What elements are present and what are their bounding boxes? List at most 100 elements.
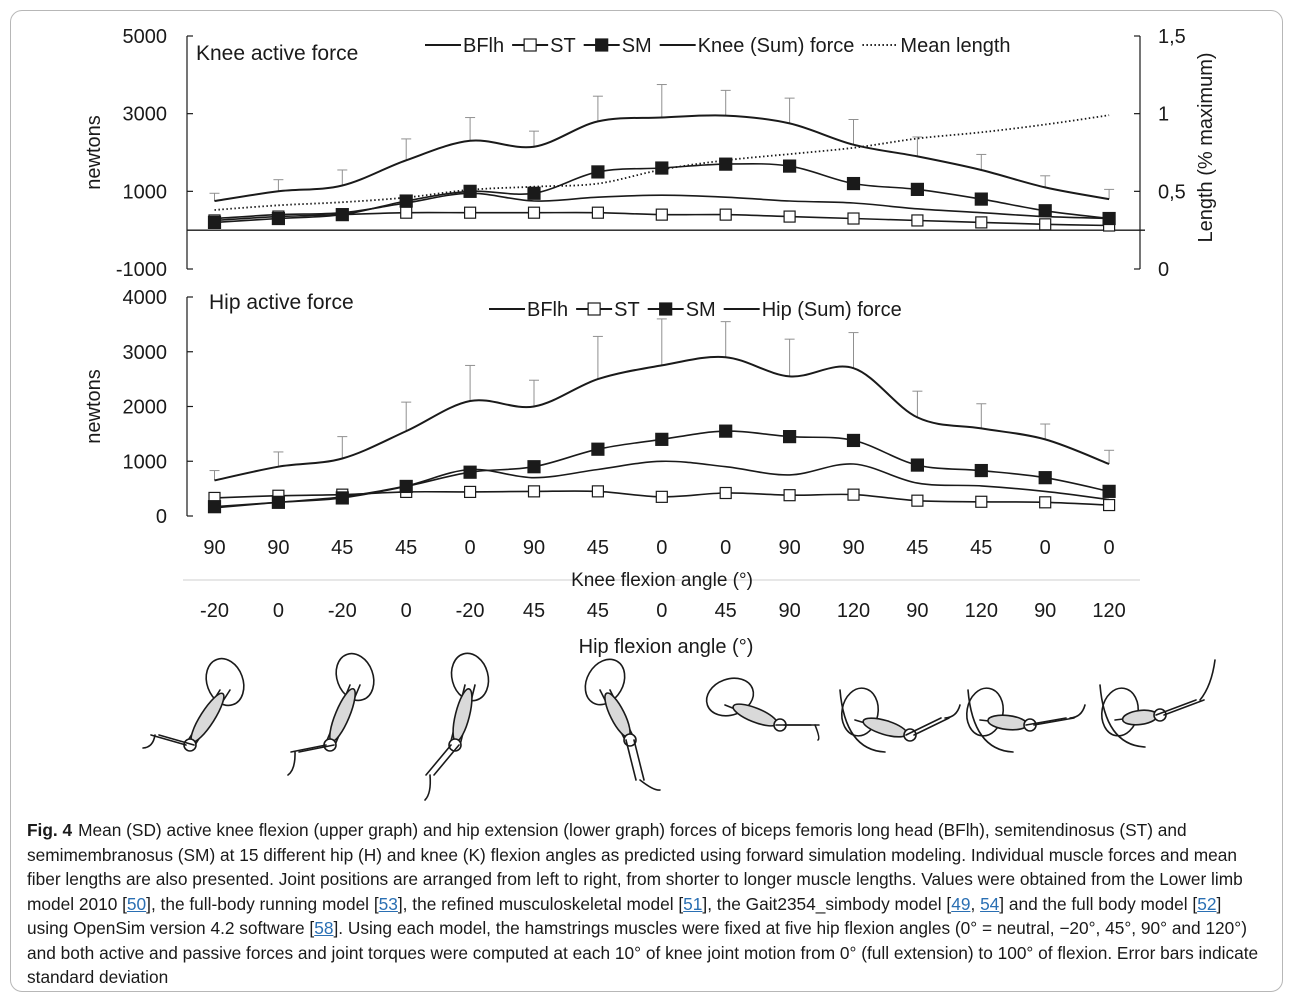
legend-item: ST (512, 35, 576, 57)
knee-angle-label: 0 (465, 537, 476, 559)
knee-chart-legend: BFlh ST SM Knee (Sum) force Mean length (425, 35, 1011, 57)
data-point (847, 212, 860, 225)
knee-axis-label: Knee flexion angle (°) (571, 570, 753, 591)
foot-shape (1199, 659, 1216, 701)
data-point (975, 216, 988, 229)
data-point (1039, 496, 1052, 509)
caption-text: ], the full-body running model [ (146, 893, 379, 914)
hip-angle-label: 45 (715, 600, 737, 622)
legend-label: ST (550, 35, 576, 57)
hamstring-muscle (732, 703, 778, 727)
data-point (1039, 218, 1052, 231)
data-point (207, 215, 222, 229)
reference-link[interactable]: 50 (126, 893, 147, 914)
knee-angle-label: 90 (523, 537, 545, 559)
knee-angle-label: 90 (203, 537, 225, 559)
legend-swatch-marker (659, 302, 673, 316)
hip-angle-label: -20 (456, 600, 485, 622)
figure-frame (10, 10, 1283, 992)
data-point (974, 463, 988, 478)
reference-link[interactable]: 51 (683, 893, 703, 914)
posture-3 (424, 652, 490, 801)
tibia-line (433, 744, 460, 776)
posture-1 (142, 657, 245, 752)
data-point (399, 479, 413, 494)
hip-chart-legend: BFlh ST SM Hip (Sum) force (489, 299, 902, 321)
data-point (527, 186, 541, 200)
reference-link[interactable]: 54 (980, 893, 1000, 914)
data-point (207, 500, 222, 514)
posture-5 (705, 677, 820, 741)
data-point (1102, 484, 1116, 498)
data-point (847, 488, 860, 501)
tibia-line (150, 734, 187, 746)
foot-shape (639, 779, 661, 791)
data-point (464, 206, 477, 219)
posture-illustrations (142, 652, 1216, 801)
tibia-line (425, 744, 452, 776)
caption-text: ], the refined musculoskeletal model [ (397, 893, 684, 914)
tibia-line (158, 734, 195, 746)
posture-4 (584, 658, 661, 791)
data-point (719, 486, 732, 500)
foot-shape (142, 734, 156, 749)
knee-chart-y2-tick-label: 1,5 (1158, 26, 1186, 48)
knee-angle-label: 45 (587, 537, 609, 559)
hip-chart-y-axis-label: newtons (83, 369, 105, 444)
hip-chart-y-tick-label: 2000 (123, 397, 168, 419)
legend-swatch-marker (523, 38, 537, 52)
data-point (1038, 204, 1052, 218)
knee-chart-title: Knee active force (196, 42, 358, 65)
caption-text: ] using OpenSim version 4.2 software [ (27, 893, 1222, 939)
hip-chart-y-tick-label: 4000 (123, 287, 168, 309)
pelvis-shape (335, 652, 375, 702)
knee-angle-label: 0 (656, 537, 667, 559)
support-curve (839, 689, 886, 753)
hip-angle-label: 120 (965, 600, 998, 622)
pelvis-shape (965, 687, 1005, 737)
legend-item: Mean length (862, 35, 1011, 57)
legend-swatch-marker (587, 302, 601, 316)
knee-chart-y2-tick-label: 1 (1158, 104, 1169, 126)
reference-link[interactable]: 52 (1197, 893, 1217, 914)
hamstring-muscle (190, 692, 225, 743)
data-point (782, 430, 797, 444)
reference-link[interactable]: 53 (378, 893, 398, 914)
legend-label: BFlh (527, 299, 568, 321)
data-point (591, 165, 605, 179)
knee-angle-label: 90 (267, 537, 289, 559)
reference-link[interactable]: 58 (314, 918, 334, 938)
hip-chart-y-tick-label: 0 (156, 506, 167, 528)
knee-chart-y2-tick-label: 0 (1158, 259, 1169, 281)
data-point (463, 184, 477, 198)
hip-angle-label: 90 (906, 600, 928, 622)
data-point (911, 494, 924, 507)
data-point (591, 206, 605, 219)
pelvis-shape (584, 658, 626, 706)
data-point (783, 489, 796, 502)
hip-angle-label: 45 (523, 600, 545, 622)
foot-shape (814, 724, 820, 741)
hip-angle-label: 0 (401, 600, 412, 622)
tibia-line (1155, 699, 1197, 716)
data-point (974, 192, 988, 206)
tibia-line (905, 717, 942, 736)
legend-item: BFlh (425, 35, 504, 57)
data-point (335, 491, 349, 505)
legend-swatch-marker (595, 38, 609, 52)
series-line (214, 114, 1110, 202)
legend-label: SM (622, 35, 652, 57)
knee-chart-y2-tick-label: 0,5 (1158, 181, 1186, 203)
reference-link[interactable]: 49 (951, 893, 971, 914)
hip-angle-label: -20 (200, 600, 229, 622)
support-curve (1099, 684, 1146, 748)
knee-chart-series-knee-sum-force (209, 84, 1115, 202)
data-point (846, 433, 861, 448)
support-curve (967, 689, 1014, 753)
knee-chart-y-axis-label: newtons (83, 115, 105, 190)
tibia-line (633, 739, 645, 781)
data-point (910, 182, 925, 196)
series-line (214, 114, 1110, 211)
posture-6 (840, 687, 961, 742)
posture-7 (965, 687, 1086, 737)
